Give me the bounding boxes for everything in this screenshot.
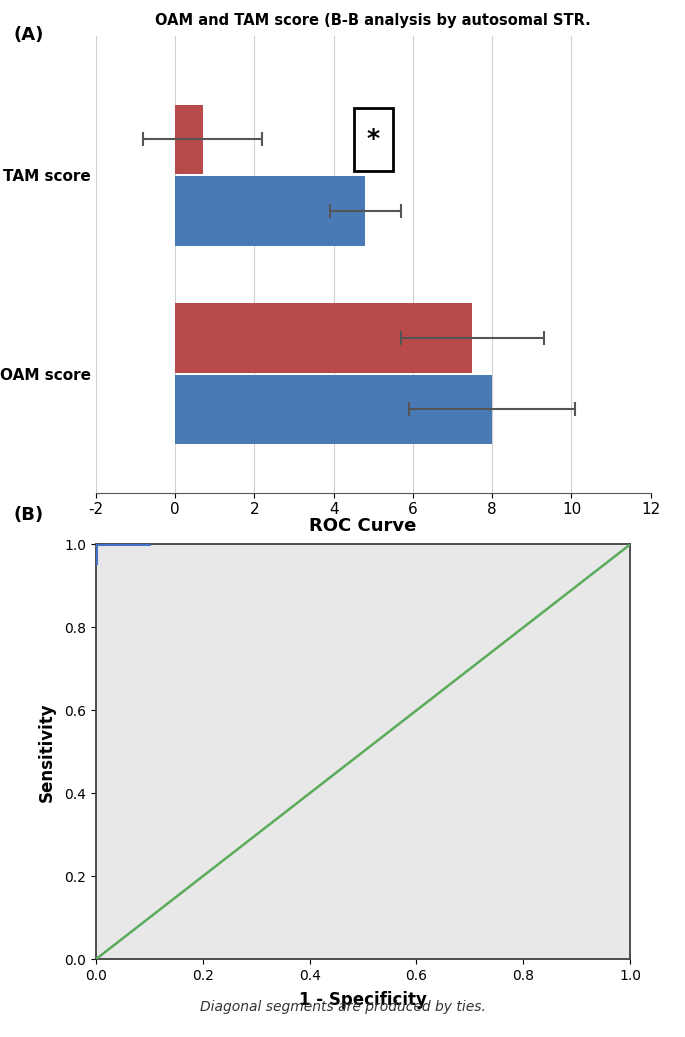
Text: (B): (B) [14, 506, 44, 524]
Bar [353, 108, 393, 171]
X-axis label: 1 - Specificity: 1 - Specificity [299, 991, 427, 1009]
Bar [175, 176, 365, 246]
Text: *: * [366, 128, 380, 151]
Text: Diagonal segments are produced by ties.: Diagonal segments are produced by ties. [199, 1000, 486, 1014]
Bar [175, 105, 203, 174]
Y-axis label: Sensitivity: Sensitivity [38, 702, 56, 802]
Title: OAM and TAM score (B-B analysis by autosomal STR.: OAM and TAM score (B-B analysis by autos… [155, 13, 591, 28]
Text: (A): (A) [14, 26, 44, 44]
Bar [175, 374, 493, 444]
Legend: Non BB, BB: Non BB, BB [292, 558, 455, 585]
Bar [175, 303, 473, 372]
Title: ROC Curve: ROC Curve [310, 516, 416, 534]
